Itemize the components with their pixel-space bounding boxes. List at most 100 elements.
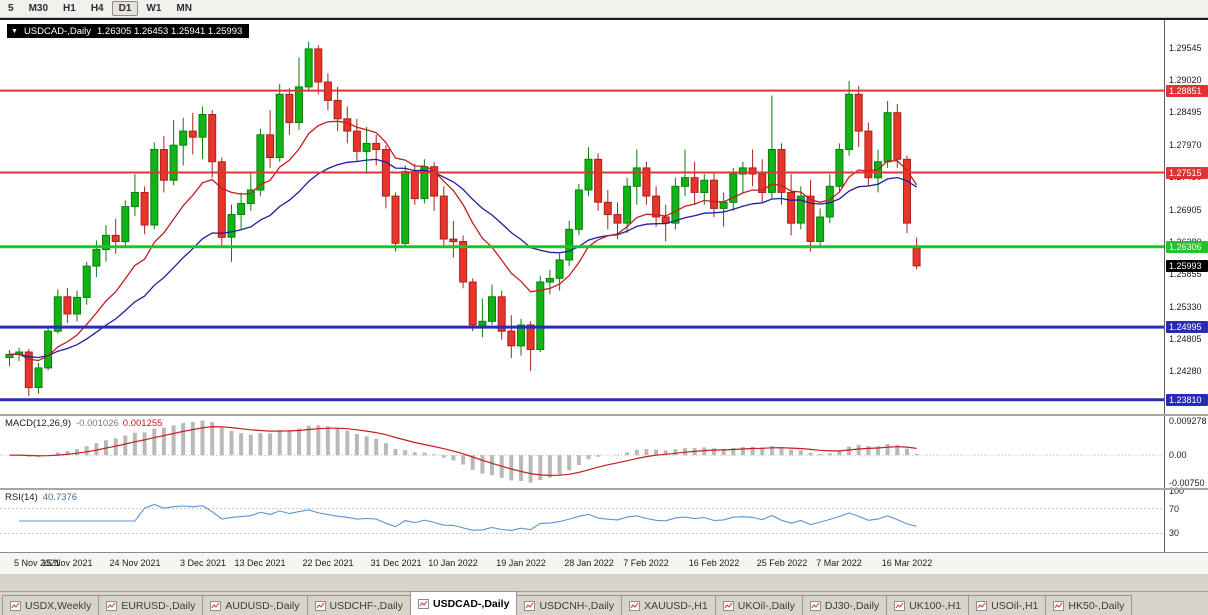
macd-indicator-label: MACD(12,26,9) -0.001026 0.001255: [5, 418, 162, 429]
chart-icon: [106, 600, 118, 611]
date-label: 7 Feb 2022: [623, 558, 669, 568]
timeframe-button-m30[interactable]: M30: [28, 3, 49, 14]
timeframe-button-h1[interactable]: H1: [63, 3, 76, 14]
chart-icon: [809, 600, 821, 611]
macd-signal-value: 0.001255: [122, 418, 163, 429]
ma-fast-line: [9, 120, 918, 362]
date-label: 13 Dec 2021: [234, 558, 286, 568]
timeframe-toolbar: 5 M30 H1 H4 D1 W1 MN: [0, 0, 1208, 18]
macd-axis-label: -0.00750: [1169, 478, 1205, 488]
rsi-canvas[interactable]: [0, 490, 1164, 552]
price-line-tag[interactable]: 1.26306: [1166, 241, 1208, 253]
chart-tab-xauusd-h1[interactable]: XAUUSD-,H1: [621, 595, 716, 615]
macd-histogram: [17, 420, 919, 483]
price-pane[interactable]: ▼ USDCAD-,Daily 1.26305 1.26453 1.25941 …: [0, 20, 1208, 414]
pane-separator[interactable]: [0, 488, 1208, 490]
chart-icon: [629, 600, 641, 611]
price-line-tag[interactable]: 1.23810: [1166, 394, 1208, 406]
macd-main-value: -0.001026: [76, 418, 119, 429]
current-price-tag: 1.25993: [1166, 260, 1208, 272]
timeframe-button-d1[interactable]: D1: [111, 1, 139, 16]
chart-icon: [10, 600, 21, 611]
price-axis-tick: 1.29020: [1169, 75, 1202, 85]
date-label: 3 Dec 2021: [179, 558, 227, 568]
tab-label: EURUSD-,Daily: [121, 599, 196, 612]
rsi-name: RSI(14): [5, 492, 38, 503]
rsi-axis-label: 100: [1169, 486, 1185, 496]
chart-tab-usdcnh-daily[interactable]: USDCNH-,Daily: [516, 595, 623, 615]
candles-layer: [5, 41, 921, 397]
chart-icon: [418, 598, 430, 609]
chart-tab-usdcad-daily[interactable]: USDCAD-,Daily: [410, 591, 518, 615]
timeframe-button-mn[interactable]: MN: [176, 3, 192, 14]
chart-icon: [524, 600, 536, 611]
chart-tab-dj30-daily[interactable]: DJ30-,Daily: [801, 595, 888, 615]
rsi-value: 40.7376: [42, 492, 78, 503]
chart-icon: [314, 600, 326, 611]
tab-label: HK50-,Daily: [1068, 599, 1125, 612]
date-label: 5 Nov 2021: [13, 558, 61, 568]
ma-slow-line: [9, 158, 917, 359]
price-axis-tick: 1.24805: [1169, 334, 1202, 344]
chart-tab-uk100-h1[interactable]: UK100-,H1: [886, 595, 970, 615]
date-label: 22 Dec 2021: [302, 558, 354, 568]
chart-icon: [894, 600, 906, 611]
tab-label: AUDUSD-,Daily: [225, 599, 300, 612]
macd-axis-label: 0.009278: [1169, 416, 1207, 426]
price-axis-tick: 1.27970: [1169, 140, 1202, 150]
chart-title-box[interactable]: ▼ USDCAD-,Daily 1.26305 1.26453 1.25941 …: [7, 24, 250, 38]
tab-label: USDX,Weekly: [25, 599, 92, 612]
chart-tab-ukoil-daily[interactable]: UKOil-,Daily: [714, 595, 803, 615]
chart-icon: [722, 600, 734, 611]
rsi-pane[interactable]: RSI(14) 40.7376: [0, 490, 1208, 552]
chart-icon: [1053, 600, 1065, 611]
chart-tab-eurusd-daily[interactable]: EURUSD-,Daily: [98, 595, 204, 615]
chart-tab-usoil-h1[interactable]: USOil-,H1: [968, 595, 1047, 615]
price-line-tag[interactable]: 1.24995: [1166, 321, 1208, 333]
tab-label: USDCHF-,Daily: [329, 599, 404, 612]
timeframe-button-w1[interactable]: W1: [146, 3, 162, 14]
date-label: 19 Jan 2022: [496, 558, 546, 568]
price-axis[interactable]: 1.295451.290201.284951.279701.274501.269…: [1164, 18, 1208, 552]
macd-pane[interactable]: MACD(12,26,9) -0.001026 0.001255: [0, 416, 1208, 488]
chart-icon: [210, 600, 222, 611]
tab-label: UKOil-,Daily: [737, 599, 795, 612]
chart-tab-usdx-weekly[interactable]: USDX,Weekly: [2, 595, 100, 615]
chart-ohlc-values: 1.26305 1.26453 1.25941 1.25993: [96, 25, 243, 37]
tab-label: USDCAD-,Daily: [433, 597, 510, 610]
price-line-tag[interactable]: 1.27515: [1166, 167, 1208, 179]
symbol-dropdown-icon[interactable]: ▼: [11, 27, 18, 35]
chart-window: ▼ USDCAD-,Daily 1.26305 1.26453 1.25941 …: [0, 18, 1208, 615]
chart-tab-usdchf-daily[interactable]: USDCHF-,Daily: [306, 595, 412, 615]
chart-top-border: [0, 18, 1208, 20]
price-axis-tick: 1.28495: [1169, 107, 1202, 117]
date-label: 7 Mar 2022: [816, 558, 862, 568]
macd-canvas[interactable]: [0, 416, 1164, 488]
pane-separator[interactable]: [0, 414, 1208, 416]
tab-label: DJ30-,Daily: [824, 599, 880, 612]
date-label: 24 Nov 2021: [109, 558, 161, 568]
rsi-axis-label: 30: [1169, 528, 1180, 538]
chart-symbol-label: USDCAD-,Daily: [23, 25, 91, 37]
tab-label: UK100-,H1: [909, 599, 962, 612]
timeframe-button-h4[interactable]: H4: [90, 3, 104, 14]
price-axis-tick: 1.25855: [1169, 269, 1202, 279]
price-line-tag[interactable]: 1.28851: [1166, 85, 1208, 97]
price-chart-canvas[interactable]: [0, 20, 1164, 414]
chart-tab-hk50-daily[interactable]: HK50-,Daily: [1045, 595, 1133, 615]
time-axis[interactable]: 5 Nov 2021 15 Nov 2021 24 Nov 2021 3 Dec 20…: [0, 552, 1208, 574]
chart-tab-audusd-daily[interactable]: AUDUSD-,Daily: [202, 595, 308, 615]
date-label: 16 Mar 2022: [881, 558, 933, 568]
date-label: 15 Nov 2021: [41, 558, 93, 568]
rsi-line: [19, 503, 917, 531]
tab-label: XAUUSD-,H1: [644, 599, 708, 612]
tab-label: USDCNH-,Daily: [539, 599, 615, 612]
timeframe-button-5[interactable]: 5: [8, 3, 14, 14]
macd-signal-line: [9, 425, 917, 477]
price-axis-tick: 1.26905: [1169, 205, 1202, 215]
price-axis-tick: 1.29545: [1169, 43, 1202, 53]
date-label: 28 Jan 2022: [564, 558, 614, 568]
macd-axis-label: 0.00: [1169, 450, 1187, 460]
rsi-indicator-label: RSI(14) 40.7376: [5, 492, 77, 503]
